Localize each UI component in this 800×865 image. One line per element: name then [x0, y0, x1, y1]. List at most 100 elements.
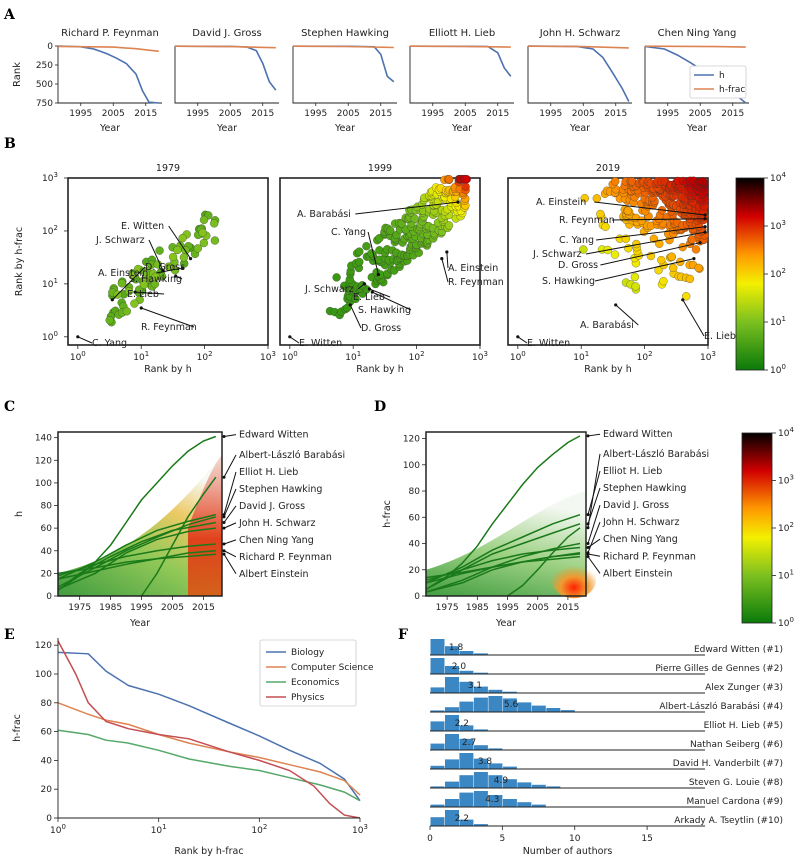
- x-tick-label: 1995: [130, 603, 153, 613]
- annotation-label: R. Feynman: [141, 322, 197, 333]
- annotation-arrow: [223, 454, 237, 478]
- scatter-point: [669, 263, 678, 273]
- median-label: 2.0: [452, 662, 467, 672]
- annotation-arrowhead: [222, 552, 226, 556]
- annotation-arrow: [441, 258, 449, 283]
- median-label: 4.9: [494, 776, 509, 786]
- histogram-bar: [430, 765, 445, 769]
- axes-frame: [57, 431, 223, 597]
- annotation-label: Elliot H. Lieb: [239, 467, 298, 478]
- scatter-point: [210, 219, 219, 228]
- x-axis-label: Year: [686, 123, 707, 134]
- y-tick-label: 80: [409, 487, 421, 497]
- annotation-arrowhead: [348, 303, 352, 307]
- scatter-point: [631, 282, 640, 291]
- y-tick-label: 40: [41, 547, 53, 557]
- annotation-arrow: [168, 225, 191, 259]
- histogram-bar: [445, 734, 459, 750]
- y-tick-label: 100: [35, 670, 52, 680]
- y-tick-label: 60: [41, 728, 53, 738]
- x-tick-label: 10: [569, 834, 581, 844]
- annotation-arrowhead: [440, 257, 444, 261]
- row-label: Alex Zunger (#3): [705, 683, 783, 693]
- annotation-label: Albert-László Barabási: [239, 450, 345, 461]
- histogram-bar: [430, 804, 445, 807]
- x-tick-label: 2015: [604, 109, 627, 119]
- scatter-point: [168, 252, 178, 262]
- annotation-arrow: [596, 226, 706, 241]
- annotation-label: S. Hawking: [542, 276, 595, 287]
- colorbar-tick-label: 103: [778, 474, 794, 487]
- histogram-bar: [502, 691, 517, 693]
- annotation-label: R. Feynman: [448, 277, 504, 288]
- histogram-bar: [459, 753, 474, 769]
- scatter-point: [691, 245, 701, 254]
- annotation-label: J. Schwarz: [532, 249, 582, 260]
- x-tick-label: 2005: [102, 109, 125, 119]
- subplot-title: Stephen Hawking: [301, 28, 389, 39]
- histogram-bar: [473, 791, 488, 807]
- x-tick-label: 1975: [436, 603, 459, 613]
- x-axis-label: Number of authors: [523, 846, 613, 857]
- histogram-bar: [430, 721, 445, 731]
- x-axis-label: Year: [129, 618, 150, 629]
- y-tick-label: 500: [36, 80, 53, 90]
- median-label: 5.6: [504, 700, 519, 710]
- scatter-point: [193, 244, 202, 253]
- y-axis-label: h: [14, 511, 25, 517]
- histogram-bar: [445, 677, 459, 693]
- histogram-bar: [430, 817, 445, 826]
- trajectory-line: [507, 527, 581, 597]
- x-tick-label: 2015: [721, 109, 744, 119]
- annotation-label: Albert Einstein: [239, 569, 309, 580]
- annotation-label: A. Einstein: [98, 268, 148, 279]
- histogram-bar: [430, 786, 445, 788]
- scatter-point: [637, 216, 646, 225]
- scatter-point: [682, 292, 691, 301]
- histogram-bar: [517, 782, 532, 788]
- row-label: Elliot H. Lieb (#5): [704, 721, 783, 731]
- scatter-point: [461, 182, 470, 191]
- annotation-arrowhead: [703, 225, 707, 229]
- field-line: [57, 651, 361, 802]
- annotation-arrowhead: [133, 290, 137, 294]
- trajectory-line: [57, 521, 216, 591]
- annotation-arrow: [156, 267, 183, 274]
- scatter-point: [444, 175, 454, 184]
- annotation-label: Chen Ning Yang: [603, 534, 678, 545]
- scatter-point: [117, 279, 127, 288]
- y-tick-label: 60: [409, 513, 421, 523]
- scatter-point: [694, 263, 703, 273]
- y-tick-label: 0: [414, 592, 420, 602]
- y-tick-label: 0: [46, 592, 52, 602]
- scatter-point: [685, 274, 695, 284]
- trajectory-line: [57, 513, 216, 580]
- annotation-arrowhead: [614, 303, 618, 307]
- histogram-bar: [445, 666, 459, 674]
- median-label: 3.8: [478, 757, 493, 767]
- panel-c-h-over-time: Edward Witten Albert-László Barabási Ellio…: [14, 430, 345, 629]
- trajectory-line: [425, 435, 581, 591]
- x-tick-label: 2015: [192, 603, 215, 613]
- trajectory-line: [57, 543, 216, 577]
- annotation-arrow: [223, 522, 237, 529]
- trajectory-line: [425, 542, 581, 593]
- annotation-arrowhead: [222, 526, 226, 530]
- y-tick-label: 103: [42, 171, 58, 184]
- scatter-point: [657, 255, 666, 265]
- x-tick-label: 1995: [539, 109, 562, 119]
- annotation-label: Chen Ning Yang: [239, 535, 314, 546]
- y-axis-label: h-frac: [382, 500, 393, 528]
- y-tick-label: 20: [41, 785, 53, 795]
- h-line: [174, 45, 277, 91]
- annotation-label: A. Barabási: [297, 209, 351, 220]
- histogram-bar: [502, 698, 517, 712]
- field-line: [57, 640, 361, 819]
- annotation-arrow: [369, 288, 391, 298]
- histogram-bar: [473, 745, 488, 750]
- y-tick-label: 80: [41, 502, 53, 512]
- scatter-point: [611, 177, 620, 186]
- annotation-arrowhead: [367, 287, 371, 291]
- annotation-label: C. Yang: [92, 338, 127, 349]
- scatter-point: [105, 316, 114, 325]
